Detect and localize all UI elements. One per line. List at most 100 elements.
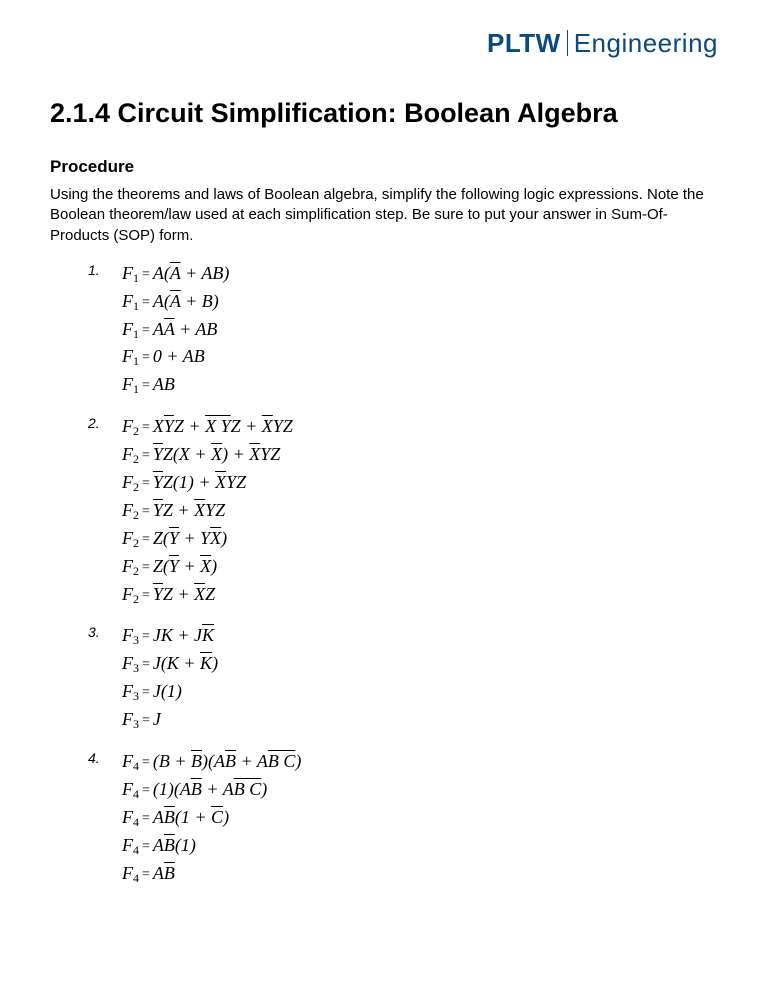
equation-segment: B: [191, 779, 202, 799]
equation-segment: =: [139, 295, 153, 310]
problem: 2.F2=XYZ + X YZ + XYZF2=YZ(X + X) + XYZF…: [88, 413, 718, 608]
equation-segment: ): [223, 807, 229, 827]
equation-segment: 0 + AB: [153, 346, 205, 366]
equation-line: F2=XYZ + X YZ + XYZ: [122, 413, 293, 441]
equation-segment: Y: [153, 472, 163, 492]
section-heading: Procedure: [50, 157, 718, 177]
problem-number: 3.: [88, 622, 122, 640]
equation-segment: Y: [169, 528, 179, 548]
equation-line: F2=YZ(X + X) + XYZ: [122, 441, 293, 469]
equation-segment: A(: [153, 291, 170, 311]
problems-list: 1.F1=A(A + AB)F1=A(A + B)F1=AA + ABF1=0 …: [50, 260, 718, 888]
equation-segment: (B +: [153, 751, 191, 771]
equation-segment: A: [153, 835, 164, 855]
equation-line: F4=AB(1): [122, 832, 301, 860]
equation-line: F4=(1)(AB + AB C): [122, 776, 301, 804]
page-title: 2.1.4 Circuit Simplification: Boolean Al…: [50, 98, 718, 129]
equation-segment: X: [194, 584, 205, 604]
equation-segment: B: [164, 863, 175, 883]
intro-text: Using the theorems and laws of Boolean a…: [50, 185, 718, 246]
equation-line: F2=Z(Y + YX): [122, 525, 293, 553]
equation-segment: X: [215, 472, 226, 492]
equation-segment: (1)(A: [153, 779, 191, 799]
equation-segment: +: [179, 556, 200, 576]
equation-segment: F: [122, 779, 133, 799]
equation-segment: F: [122, 681, 133, 701]
equation-segment: YZ: [260, 444, 280, 464]
equation-segment: F: [122, 291, 133, 311]
equation-segment: Z(: [153, 556, 169, 576]
equation-segment: =: [139, 323, 153, 338]
equation-line: F2=Z(Y + X): [122, 553, 293, 581]
equation-segment: (1 +: [175, 807, 211, 827]
equation-segment: =: [139, 350, 153, 365]
equation-segment: Z(X +: [163, 444, 211, 464]
equation-segment: J(K +: [153, 653, 200, 673]
equation-segment: + AB: [175, 319, 218, 339]
problem: 4.F4=(B + B)(AB + AB C)F4=(1)(AB + AB C)…: [88, 748, 718, 887]
equation-segment: F: [122, 319, 133, 339]
problem-number: 4.: [88, 748, 122, 766]
equation-segment: J: [153, 709, 161, 729]
equation-segment: B: [225, 751, 236, 771]
equation-segment: Z +: [231, 416, 262, 436]
equation-segment: F: [122, 625, 133, 645]
logo-bold: PLTW: [487, 28, 561, 58]
equation-segment: + Y: [179, 528, 210, 548]
equation-segment: ): [295, 751, 301, 771]
equation-segment: C: [211, 807, 223, 827]
equation-line: F3=JK + JK: [122, 622, 218, 650]
equation-segment: )(A: [202, 751, 225, 771]
equation-segment: =: [139, 867, 153, 882]
equation-segment: K: [200, 653, 212, 673]
equation-segment: F: [122, 863, 133, 883]
equation-segment: A: [153, 319, 164, 339]
equation-segment: X: [249, 444, 260, 464]
equation-segment: + A: [236, 751, 268, 771]
equation-segment: Z(1) +: [163, 472, 215, 492]
equation-segment: X: [210, 528, 221, 548]
equation-segment: Y: [153, 500, 163, 520]
equation-segment: =: [139, 532, 153, 547]
equation-segment: YZ: [205, 500, 225, 520]
equation-line: F1=AB: [122, 371, 229, 399]
equation-segment: =: [139, 685, 153, 700]
equation-segment: B: [164, 835, 175, 855]
equation-segment: ): [212, 653, 218, 673]
equation-segment: Y: [153, 584, 163, 604]
equation-segment: F: [122, 835, 133, 855]
equation-segment: A: [170, 263, 181, 283]
equation-segment: A: [164, 319, 175, 339]
equation-segment: B: [164, 807, 175, 827]
equation-line: F1=AA + AB: [122, 316, 229, 344]
problem-lines: F1=A(A + AB)F1=A(A + B)F1=AA + ABF1=0 + …: [122, 260, 229, 399]
equation-segment: AB: [153, 374, 175, 394]
equation-line: F4=AB: [122, 860, 301, 888]
equation-segment: =: [139, 420, 153, 435]
equation-line: F3=J: [122, 706, 218, 734]
equation-segment: F: [122, 444, 133, 464]
logo-light: Engineering: [574, 28, 718, 58]
equation-segment: =: [139, 713, 153, 728]
equation-segment: =: [139, 448, 153, 463]
equation-segment: ): [211, 556, 217, 576]
equation-segment: =: [139, 267, 153, 282]
equation-segment: + A: [202, 779, 234, 799]
equation-segment: F: [122, 416, 133, 436]
equation-segment: Z(: [153, 528, 169, 548]
problem-lines: F3=JK + JKF3=J(K + K)F3=J(1)F3=J: [122, 622, 218, 734]
equation-segment: X: [211, 444, 222, 464]
equation-segment: =: [139, 476, 153, 491]
equation-line: F1=A(A + B): [122, 288, 229, 316]
equation-segment: Z +: [163, 584, 194, 604]
equation-segment: + B): [181, 291, 219, 311]
equation-segment: B C: [234, 779, 262, 799]
equation-line: F1=A(A + AB): [122, 260, 229, 288]
equation-segment: X: [200, 556, 211, 576]
equation-segment: F: [122, 500, 133, 520]
equation-segment: J(1): [153, 681, 182, 701]
problem-lines: F4=(B + B)(AB + AB C)F4=(1)(AB + AB C)F4…: [122, 748, 301, 887]
equation-segment: =: [139, 588, 153, 603]
logo-divider: [567, 30, 568, 56]
equation-segment: K: [202, 625, 214, 645]
